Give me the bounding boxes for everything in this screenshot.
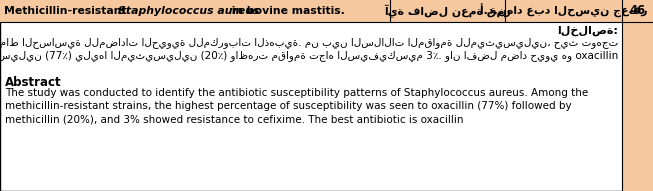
Bar (622, 22, 653, 191)
Bar (0, 0, 653, 22)
Text: أ.د.نهاد عبد الحسين جعفر: أ.د.نهاد عبد الحسين جعفر (480, 4, 647, 18)
Text: اجريت الدراسة من اجل التعرف على انماط الحساسية للمضادات الحيوية للمكروبات الذهبي: اجريت الدراسة من اجل التعرف على انماط ال… (0, 37, 618, 48)
Text: الخلاصة:: الخلاصة: (557, 26, 618, 36)
Text: in bovine mastitis.: in bovine mastitis. (228, 6, 345, 16)
Text: The study was conducted to identify the antibiotic susceptibility patterns of St: The study was conducted to identify the … (5, 88, 588, 98)
Text: أعلى نسبة حساسية تجاه الأوكساسيلين (77٪) يليها الميثيسيلين (20٪) واظهرت مقاومة ت: أعلى نسبة حساسية تجاه الأوكساسيلين (77٪)… (0, 49, 618, 62)
Text: Staphylococcus aureus: Staphylococcus aureus (118, 6, 260, 16)
Text: methicillin (20%), and 3% showed resistance to cefixime. The best antibiotic is : methicillin (20%), and 3% showed resista… (5, 114, 464, 124)
Text: آية فاضل نعمة قمر: آية فاضل نعمة قمر (384, 4, 511, 18)
Text: methicillin-resistant strains, the highest percentage of susceptibility was seen: methicillin-resistant strains, the highe… (5, 101, 571, 111)
Text: Methicillin-resistant: Methicillin-resistant (4, 6, 131, 16)
Text: 46: 46 (629, 5, 646, 18)
Text: Abstract: Abstract (5, 76, 61, 89)
